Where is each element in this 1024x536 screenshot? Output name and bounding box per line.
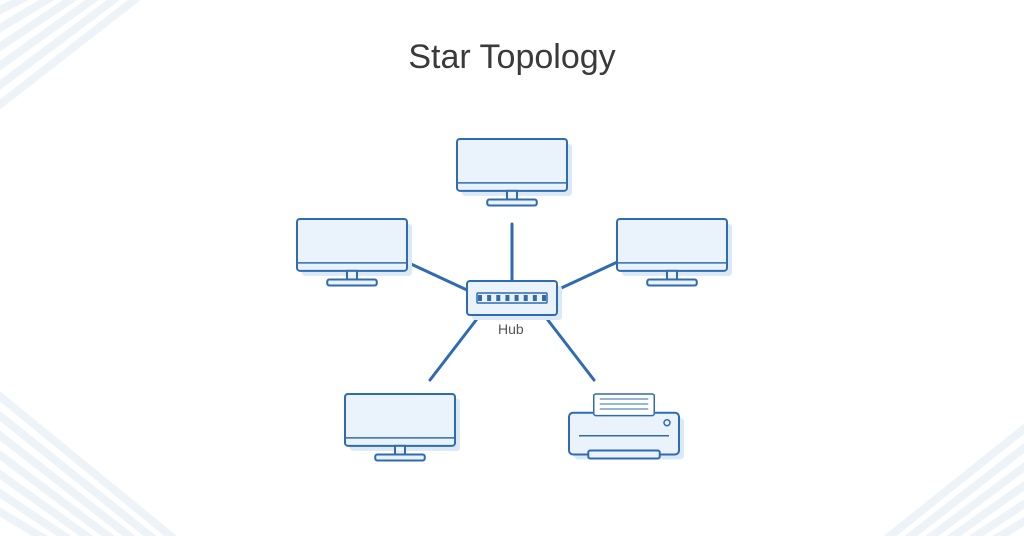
monitor-bl [345, 394, 460, 460]
connection-monitor-bl [430, 315, 480, 380]
connection-printer-br [544, 315, 594, 380]
hub-label: Hub [498, 321, 524, 337]
hub-device [467, 281, 562, 320]
monitor-left [297, 219, 412, 285]
monitor-top [457, 139, 572, 205]
printer-br [569, 394, 684, 459]
monitor-right [617, 219, 732, 285]
connection-monitor-right [557, 258, 626, 290]
star-topology-diagram [0, 0, 1024, 536]
